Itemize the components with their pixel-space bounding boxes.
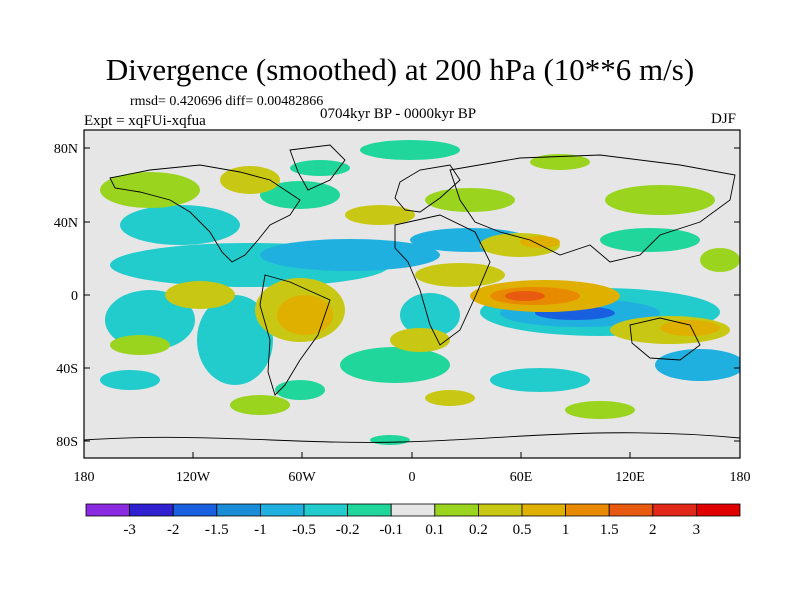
colorbar-swatch xyxy=(129,503,174,517)
lon-tick-label: 180 xyxy=(730,470,751,485)
colorbar-label: 3 xyxy=(693,522,701,538)
colorbar-swatch xyxy=(259,503,305,517)
lat-tick-label: 40S xyxy=(56,362,78,377)
lat-tick-label: 80S xyxy=(56,435,78,450)
divergence-field xyxy=(100,140,740,445)
colorbar-swatch xyxy=(521,503,566,517)
colorbar-label: -0.5 xyxy=(292,522,316,538)
lat-tick-label: 0 xyxy=(71,289,78,304)
latitude-axis: 80N 40N 0 40S 80S xyxy=(54,142,740,450)
colorbar-swatch xyxy=(85,503,130,517)
lon-tick-label: 180 xyxy=(74,470,95,485)
colorbar-swatch xyxy=(565,503,610,517)
longitude-axis: 180 120W 60W 0 60E 120E 180 xyxy=(74,452,751,485)
colorbar-label: -0.1 xyxy=(379,522,403,538)
colorbar-label: 0.5 xyxy=(513,522,532,538)
colorbar-label: -2 xyxy=(167,522,180,538)
colorbar-swatch xyxy=(347,503,392,517)
colorbar-swatch xyxy=(652,503,697,517)
colorbar-swatch xyxy=(434,503,479,517)
colorbar-swatch xyxy=(477,503,523,517)
colorbar-label: -3 xyxy=(123,522,136,538)
colorbar-label: 0.2 xyxy=(469,522,488,538)
lon-tick-label: 60E xyxy=(510,470,533,485)
colorbar-swatch xyxy=(303,503,348,517)
lon-tick-label: 120E xyxy=(615,470,645,485)
coastlines xyxy=(84,144,740,443)
colorbar-swatch xyxy=(172,503,218,517)
colorbar-label: -1 xyxy=(254,522,267,538)
colorbar-label: 0.1 xyxy=(425,522,444,538)
experiment-text: Expt = xqFUi-xqfua xyxy=(84,113,206,129)
lon-tick-label: 60W xyxy=(288,470,316,485)
map-plot-area xyxy=(83,129,741,459)
colorbar-label: 1.5 xyxy=(600,522,619,538)
stats-text: rmsd= 0.420696 diff= 0.00482866 xyxy=(130,94,324,109)
lon-tick-label: 120W xyxy=(176,470,211,485)
colorbar: -3 -2 -1.5 -1 -0.5 -0.2 -0.1 0.1 0.2 0.5 1 1.5 2 3 xyxy=(85,503,741,538)
colorbar-label: -0.2 xyxy=(336,522,360,538)
colorbar-label: -1.5 xyxy=(205,522,229,538)
lon-tick-label: 0 xyxy=(409,470,416,485)
colorbar-swatch xyxy=(696,503,741,517)
plot-title: Divergence (smoothed) at 200 hPa (10**6 … xyxy=(105,52,695,87)
colorbar-swatch xyxy=(216,503,261,517)
season-text: DJF xyxy=(711,111,737,127)
period-text: 0704kyr BP - 0000kyr BP xyxy=(320,106,477,122)
colorbar-label: 2 xyxy=(649,522,657,538)
colorbar-label: 1 xyxy=(562,522,570,538)
lat-tick-label: 80N xyxy=(54,142,78,157)
lat-tick-label: 40N xyxy=(54,216,78,231)
colorbar-swatch xyxy=(390,503,436,517)
colorbar-swatch xyxy=(608,503,654,517)
